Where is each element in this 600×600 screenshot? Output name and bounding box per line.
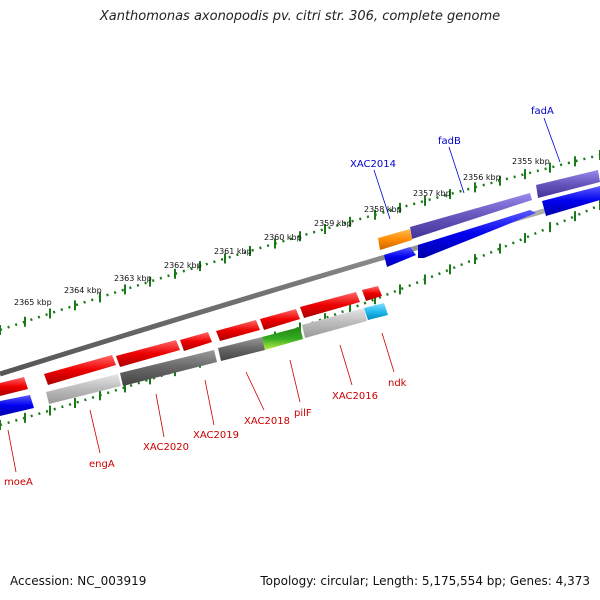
cds-forward-fadA <box>542 186 600 216</box>
cds-reverse-XAC2020 <box>116 340 180 367</box>
feature-orange-XAC2014 <box>378 229 412 250</box>
ruler-track-outer <box>0 153 600 332</box>
lower-leader-lines <box>7 332 395 473</box>
ruler-label: 2359 kbp <box>314 219 352 228</box>
feature-dark-XAC2020 <box>120 350 217 386</box>
feature-light-XAC2016 <box>302 308 367 338</box>
ruler-label: 2358 kbp <box>364 205 402 214</box>
cds-reverse-XAC2018 <box>216 320 260 341</box>
ruler-labels: 2355 kbp 2356 kbp 2357 kbp 2358 kbp 2359… <box>14 157 550 307</box>
feature-dark-XAC2018 <box>218 337 265 361</box>
ruler-label: 2356 kbp <box>463 173 501 182</box>
ruler-label: 2357 kbp <box>413 189 451 198</box>
cds-reverse-ndk <box>362 286 382 301</box>
ruler-label: 2365 kbp <box>14 298 52 307</box>
feature-purple-fadB <box>410 193 532 239</box>
cds-reverse-pilF <box>260 309 300 330</box>
ruler-label: 2361 kbp <box>214 247 252 256</box>
cds-forward-XAC2014 <box>384 247 416 267</box>
cds-reverse-engA <box>44 355 116 385</box>
cds-reverse-XAC2019 <box>180 332 212 351</box>
upper-leader-lines <box>373 117 561 220</box>
ruler-label: 2364 kbp <box>64 286 102 295</box>
gene-label-XAC2018: XAC2018 <box>244 416 290 427</box>
ruler-track-inner <box>0 203 600 427</box>
upper-gene-labels: XAC2014 fadB fadA <box>350 106 554 170</box>
feature-purple-fadA <box>536 170 600 198</box>
feature-light-engA <box>46 374 121 404</box>
feature-green-pilF <box>262 327 303 350</box>
accession-label: Accession: NC_003919 <box>10 574 147 588</box>
lower-gene-labels: ndk XAC2016 pilF XAC2018 XAC2019 XAC2020… <box>4 378 407 488</box>
ruler-label: 2360 kbp <box>264 233 302 242</box>
gene-label-moeA: moeA <box>4 477 33 488</box>
cds-reverse-XAC2016 <box>300 292 360 318</box>
gene-label-XAC2014: XAC2014 <box>350 159 396 170</box>
cds-forward-moeA <box>0 395 34 416</box>
cds-reverse-moeA <box>0 377 28 396</box>
ruler-label: 2355 kbp <box>512 157 550 166</box>
ruler-label: 2362 kbp <box>164 261 202 270</box>
gene-label-engA: engA <box>89 459 115 470</box>
feature-cyan-ndk <box>364 303 388 320</box>
genome-summary-label: Topology: circular; Length: 5,175,554 bp… <box>260 574 590 588</box>
gene-label-XAC2016: XAC2016 <box>332 391 378 402</box>
cds-forward-fadB <box>418 210 536 258</box>
gene-label-fadB: fadB <box>438 136 461 147</box>
ruler-label: 2363 kbp <box>114 274 152 283</box>
map-title: Xanthomonas axonopodis pv. citri str. 30… <box>99 9 501 24</box>
gene-label-XAC2019: XAC2019 <box>193 430 239 441</box>
gene-label-XAC2020: XAC2020 <box>143 442 189 453</box>
gene-label-ndk: ndk <box>388 378 407 389</box>
gene-label-fadA: fadA <box>531 106 554 117</box>
gene-label-pilF: pilF <box>294 408 312 419</box>
